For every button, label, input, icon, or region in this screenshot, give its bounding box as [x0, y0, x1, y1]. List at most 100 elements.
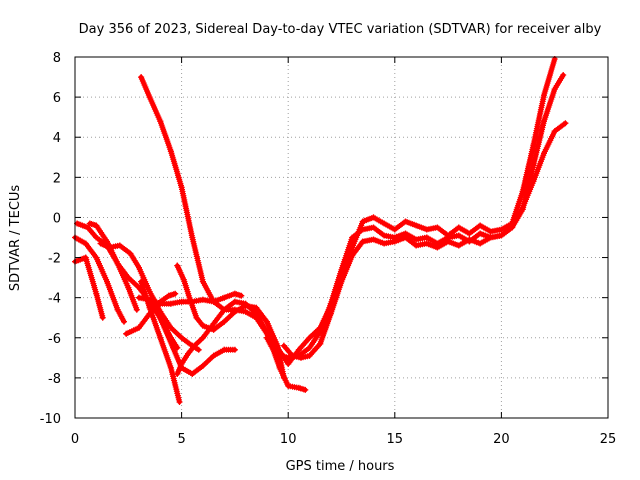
data-point — [146, 288, 153, 295]
data-point — [413, 242, 420, 249]
data-point — [263, 318, 270, 325]
x-tick-label: 10 — [280, 432, 297, 447]
data-point — [165, 292, 172, 299]
data-point — [176, 399, 183, 405]
y-tick-label: 6 — [53, 91, 61, 106]
data-point — [82, 240, 89, 247]
data-point — [82, 254, 89, 261]
data-point — [146, 94, 153, 101]
data-point — [298, 354, 304, 361]
data-point — [231, 290, 238, 297]
data-point — [413, 222, 420, 229]
data-point — [199, 296, 206, 303]
data-point — [84, 224, 91, 231]
data-point — [157, 118, 164, 125]
series-arc-k — [174, 56, 558, 377]
y-tick-label: -10 — [40, 412, 61, 427]
x-tick-label: 0 — [71, 432, 79, 447]
data-point — [349, 244, 356, 251]
x-axis-label: GPS time / hours — [286, 459, 395, 474]
data-point — [93, 222, 100, 229]
data-point — [178, 298, 185, 305]
data-point — [370, 236, 377, 243]
data-point — [221, 306, 228, 313]
data-point — [231, 346, 238, 353]
data-point — [146, 304, 153, 311]
data-point — [498, 232, 505, 239]
data-point — [327, 310, 334, 317]
data-point — [455, 224, 462, 231]
data-point — [280, 342, 287, 349]
data-point — [477, 240, 484, 247]
series-arc-j — [155, 310, 238, 377]
data-point — [274, 342, 281, 349]
data-point — [199, 334, 206, 341]
data-point — [295, 346, 302, 353]
data-point — [263, 334, 270, 341]
data-point — [317, 324, 324, 331]
data-point — [161, 324, 168, 331]
data-point — [127, 250, 134, 257]
data-point — [231, 298, 238, 305]
data-point — [270, 346, 277, 353]
data-point — [359, 238, 366, 245]
data-point — [253, 304, 260, 311]
data-point — [302, 386, 309, 393]
data-point — [185, 350, 191, 357]
data-point — [381, 220, 388, 227]
data-point — [381, 232, 388, 239]
data-point — [210, 320, 217, 327]
y-tick-label: 2 — [53, 171, 61, 186]
plot-frame — [74, 56, 609, 419]
x-tick-label: 20 — [493, 432, 510, 447]
data-point — [530, 162, 537, 169]
data-point — [445, 238, 452, 245]
data-point — [276, 364, 283, 371]
series-arc-n — [280, 72, 567, 361]
data-point — [349, 252, 356, 259]
data-point — [231, 308, 238, 315]
y-tick-label: 8 — [53, 51, 61, 66]
data-point — [423, 234, 430, 241]
data-point — [541, 118, 547, 125]
chart-title: Day 356 of 2023, Sidereal Day-to-day VTE… — [79, 22, 602, 37]
data-point — [199, 278, 206, 285]
data-point — [295, 384, 302, 391]
x-tick-label: 15 — [387, 432, 404, 447]
y-tick-label: -6 — [48, 332, 61, 347]
y-tick-label: 0 — [53, 211, 61, 226]
data-point — [221, 294, 228, 301]
data-point — [157, 334, 164, 341]
data-point — [238, 292, 245, 299]
data-point — [138, 278, 145, 285]
data-point — [285, 382, 292, 389]
data-point — [381, 240, 388, 247]
data-point — [174, 262, 181, 269]
data-point — [180, 276, 187, 283]
data-point — [530, 142, 537, 149]
data-point — [487, 234, 494, 241]
data-point — [423, 240, 430, 247]
data-point — [445, 232, 452, 239]
data-point — [167, 148, 174, 155]
data-point — [133, 306, 140, 313]
data-point — [123, 330, 130, 337]
data-point — [178, 184, 185, 191]
data-point — [338, 278, 345, 285]
data-point — [210, 352, 217, 359]
data-point — [104, 238, 110, 245]
data-point — [104, 278, 110, 285]
data-point — [116, 242, 123, 249]
y-tick-label: -4 — [48, 292, 61, 307]
data-point — [178, 334, 185, 341]
data-point — [541, 150, 547, 157]
data-point — [541, 92, 547, 99]
y-tick-label: -2 — [48, 252, 61, 267]
data-point — [455, 232, 462, 239]
data-point — [285, 360, 292, 367]
data-point — [114, 306, 121, 313]
data-point — [487, 228, 494, 235]
data-point — [170, 344, 177, 351]
data-point — [434, 224, 441, 231]
data-point — [370, 214, 377, 221]
